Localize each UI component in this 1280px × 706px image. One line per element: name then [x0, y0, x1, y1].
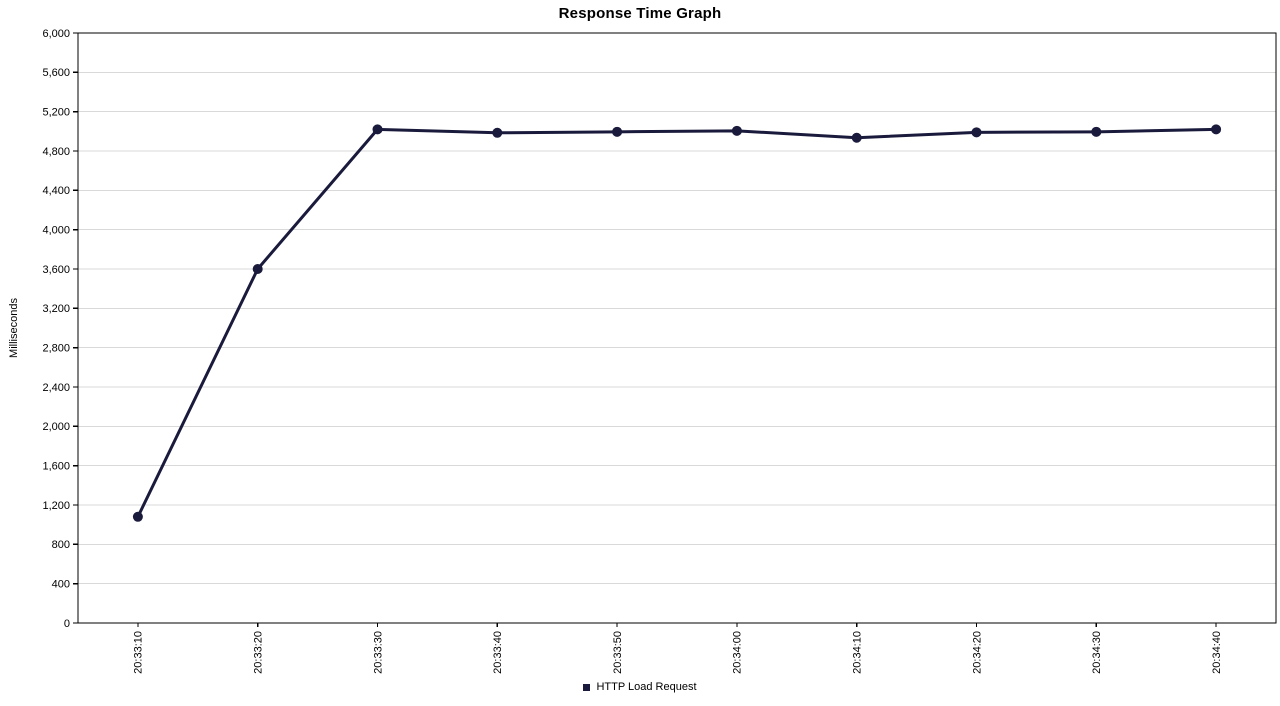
- svg-text:400: 400: [52, 579, 70, 591]
- plot-border: [77, 32, 1277, 624]
- svg-text:20:34:10: 20:34:10: [852, 631, 864, 674]
- svg-text:2,400: 2,400: [42, 382, 70, 394]
- y-gridlines: [78, 71, 1276, 585]
- svg-text:20:33:10: 20:33:10: [133, 631, 145, 674]
- svg-text:1,600: 1,600: [42, 461, 70, 473]
- svg-text:20:33:50: 20:33:50: [612, 631, 624, 674]
- legend: HTTP Load Request: [0, 681, 1280, 693]
- data-point: [971, 127, 982, 138]
- svg-text:20:34:40: 20:34:40: [1211, 631, 1223, 674]
- svg-text:2,800: 2,800: [42, 343, 70, 355]
- x-tick-labels: 20:33:10 20:33:20 20:33:30 20:33:40 20:33:50…: [133, 631, 1223, 674]
- data-point: [492, 127, 503, 138]
- svg-text:20:33:30: 20:33:30: [372, 631, 384, 674]
- svg-text:20:33:40: 20:33:40: [492, 631, 504, 674]
- y-tick-labels: 0 400 800 1,200 1,600 2,000 2,400 2,800 3,200 3,6…: [42, 28, 70, 630]
- svg-text:5,600: 5,600: [42, 67, 70, 79]
- svg-text:20:34:30: 20:34:30: [1091, 631, 1103, 674]
- data-point: [1211, 124, 1222, 135]
- svg-text:3,200: 3,200: [42, 303, 70, 315]
- y-ticks: [73, 32, 78, 624]
- data-points: [132, 124, 1222, 522]
- legend-series-swatch: [583, 683, 591, 691]
- data-point: [612, 126, 623, 137]
- svg-text:4,800: 4,800: [42, 146, 70, 158]
- series-line: [136, 127, 1218, 519]
- svg-text:4,000: 4,000: [42, 225, 70, 237]
- svg-text:6,000: 6,000: [42, 28, 70, 40]
- svg-text:5,200: 5,200: [42, 107, 70, 119]
- svg-text:1,200: 1,200: [42, 500, 70, 512]
- data-point: [851, 132, 862, 143]
- data-point: [132, 511, 143, 522]
- data-point: [731, 125, 742, 136]
- svg-text:800: 800: [52, 539, 70, 551]
- svg-text:20:33:20: 20:33:20: [253, 631, 265, 674]
- svg-text:20:34:20: 20:34:20: [971, 631, 983, 674]
- svg-text:0: 0: [64, 618, 70, 630]
- data-point: [372, 124, 383, 135]
- chart-title: Response Time Graph: [558, 5, 722, 22]
- x-ticks: [137, 623, 1217, 627]
- svg-text:4,400: 4,400: [42, 185, 70, 197]
- legend-series-label: HTTP Load Request: [596, 681, 697, 693]
- data-point: [252, 264, 263, 274]
- data-point: [1091, 126, 1102, 137]
- svg-text:3,600: 3,600: [42, 264, 70, 276]
- svg-text:2,000: 2,000: [42, 421, 70, 433]
- svg-text:20:34:00: 20:34:00: [732, 631, 744, 674]
